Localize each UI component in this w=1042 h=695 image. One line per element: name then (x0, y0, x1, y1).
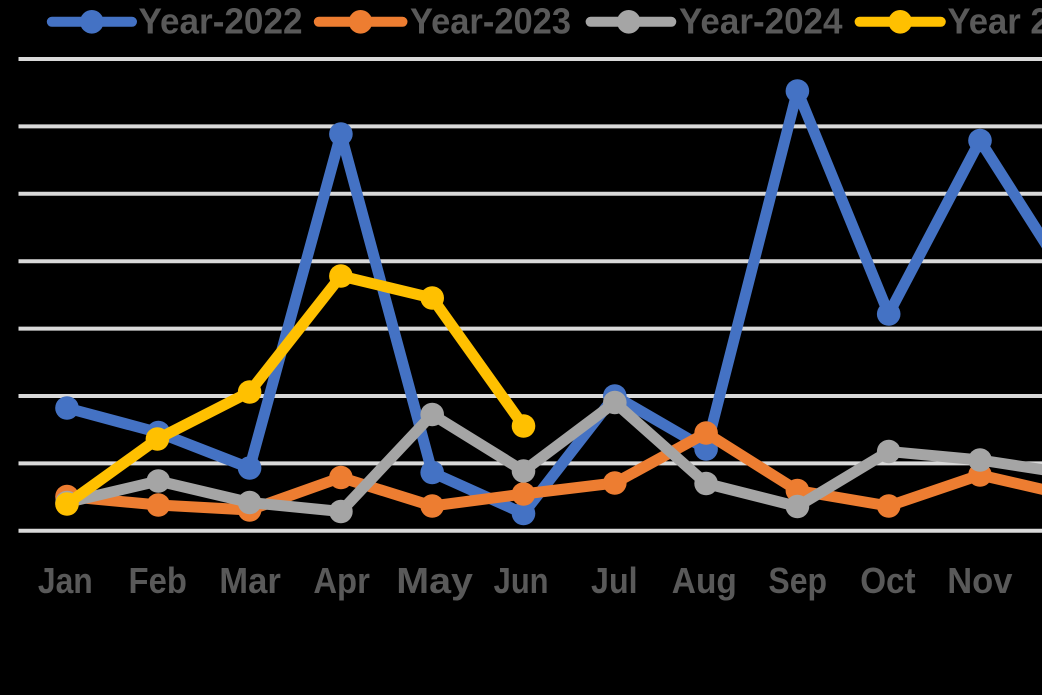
svg-text:Oct: Oct (860, 560, 915, 601)
svg-text:Year-2023: Year-2023 (410, 1, 571, 42)
svg-text:Nov: Nov (947, 560, 1013, 601)
svg-text:Sep: Sep (768, 560, 827, 601)
svg-text:Year-2024: Year-2024 (679, 1, 843, 42)
svg-text:Year-2022: Year-2022 (139, 1, 303, 42)
svg-text:Feb: Feb (129, 560, 187, 601)
svg-text:Mar: Mar (219, 560, 281, 601)
svg-text:Jun: Jun (494, 560, 549, 601)
svg-text:Jul: Jul (591, 560, 638, 601)
svg-text:Aug: Aug (672, 560, 737, 601)
svg-text:Apr: Apr (313, 560, 370, 601)
svg-text:May: May (396, 560, 473, 601)
svg-text:Year 2025: Year 2025 (948, 1, 1042, 42)
svg-text:Jan: Jan (38, 560, 93, 601)
